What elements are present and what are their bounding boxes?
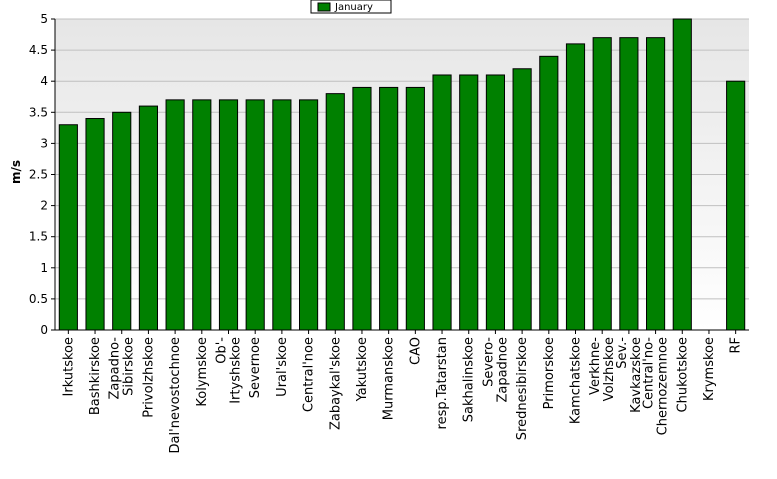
x-tick-label: Central'no-: [642, 337, 657, 409]
legend-box: [310, 0, 392, 14]
bar: [379, 86, 399, 331]
x-tick-labels: Irkutskoe Bashkirskoe Zapadno- Sibirskoe Pri…: [61, 330, 744, 453]
bar: [272, 99, 292, 331]
x-tick-label: Sakhalinskoe: [462, 337, 477, 422]
y-tick-labels: 0 0.5 1 1.5 2 2.5 3 3.5 4 4.5 5: [29, 12, 55, 337]
bar: [432, 74, 452, 331]
bar: [165, 99, 185, 331]
y-tick-label: 0: [40, 323, 48, 337]
bar: [85, 118, 105, 331]
bars: [58, 18, 746, 331]
x-tick-label: Irkutskoe: [61, 337, 76, 396]
y-tick-label: 5: [40, 12, 48, 26]
bar: [112, 111, 132, 331]
bar: [352, 86, 372, 331]
bar: [565, 43, 586, 331]
x-tick-label: Zapadnoe: [495, 337, 510, 403]
x-tick-label: Verkhne-: [588, 337, 603, 395]
x-tick-label: Ural'skoe: [275, 337, 290, 397]
bar: [299, 99, 319, 331]
bar: [192, 99, 212, 331]
x-tick-label: Ob'-: [215, 337, 230, 364]
bar: [58, 124, 78, 331]
bar: [138, 105, 158, 331]
bar: [459, 74, 479, 331]
x-tick-label: Privolzhskoe: [141, 337, 156, 418]
x-tick-label: Bashkirskoe: [88, 337, 103, 415]
bar: [592, 37, 612, 331]
bar: [245, 99, 265, 331]
x-tick-label: Irtyshskoe: [229, 337, 244, 404]
x-tick-label: RF: [729, 337, 744, 354]
bar: [646, 37, 666, 331]
bar: [325, 93, 345, 331]
bar: [726, 80, 746, 331]
bar: [512, 68, 532, 331]
y-axis-label: m/s: [9, 160, 23, 184]
x-tick-label: Chernozemnoe: [656, 337, 671, 435]
x-tick-label: Zabaykal'skoe: [328, 337, 343, 430]
x-tick-label: Murmanskoe: [382, 337, 397, 420]
x-tick-label: Kolymskoe: [195, 337, 210, 407]
bar: [485, 74, 505, 331]
x-tick-label: Central'noe: [302, 337, 317, 412]
x-tick-label: resp.Tatarstan: [435, 337, 450, 429]
x-tick-label: Sev.-: [615, 337, 630, 369]
y-tick-label: 3.5: [29, 105, 48, 119]
legend-label: January: [334, 2, 373, 13]
x-tick-label: CAO: [408, 337, 423, 365]
y-tick-label: 1: [40, 261, 48, 275]
y-tick-label: 4.5: [29, 43, 48, 57]
y-tick-label: 3: [40, 136, 48, 150]
bar: [405, 86, 425, 331]
bar: [218, 99, 239, 331]
x-tick-label: Kamchatskoe: [569, 337, 584, 424]
x-tick-label: Severo-: [481, 337, 496, 387]
y-tick-label: 2.5: [29, 168, 48, 182]
x-tick-label: Yakutskoe: [355, 337, 370, 402]
x-tick-label: Sibirskoe: [122, 337, 137, 396]
x-tick-label: Volzhskoe: [602, 337, 617, 401]
x-tick-label: Krymskoe: [702, 337, 717, 401]
x-tick-label: Chukotskoe: [675, 337, 690, 412]
y-tick-label: 1.5: [29, 230, 48, 244]
x-tick-label: Severnoe: [248, 337, 263, 398]
x-tick-label: Dal'nevostochnoe: [168, 337, 183, 453]
x-tick-label: Zapadno-: [108, 337, 123, 400]
bar: [619, 37, 639, 331]
y-tick-label: 4: [40, 74, 48, 88]
x-tick-label: Primorskoe: [542, 337, 557, 409]
y-tick-label: 0.5: [29, 292, 48, 306]
legend[interactable]: January: [310, 0, 392, 14]
x-tick-label: Kavkazskoe: [629, 337, 644, 413]
bar: [539, 55, 559, 331]
bar: [672, 18, 692, 331]
y-tick-label: 2: [40, 199, 48, 213]
legend-swatch: [317, 2, 331, 12]
x-tick-label: Srednesibirskoe: [515, 337, 530, 440]
